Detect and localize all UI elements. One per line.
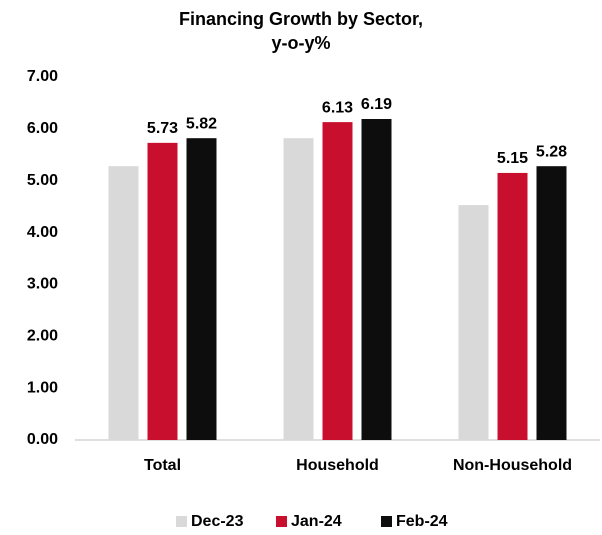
legend-label: Feb-24 bbox=[396, 513, 448, 530]
bar bbox=[497, 172, 528, 440]
x-tick-label: Household bbox=[296, 457, 379, 474]
bar bbox=[186, 138, 217, 441]
y-tick-label: 2.00 bbox=[27, 328, 58, 345]
data-label: 5.15 bbox=[497, 150, 528, 167]
legend-swatch bbox=[276, 516, 287, 527]
y-tick-label: 3.00 bbox=[27, 276, 58, 293]
legend-label: Dec-23 bbox=[191, 513, 244, 530]
chart-title: y-o-y% bbox=[271, 33, 330, 53]
data-label: 5.82 bbox=[186, 115, 217, 132]
y-tick-label: 0.00 bbox=[27, 431, 58, 448]
bar bbox=[283, 138, 314, 441]
bar bbox=[322, 122, 353, 440]
bar bbox=[361, 119, 392, 441]
data-label: 5.73 bbox=[147, 120, 178, 137]
data-label: 6.13 bbox=[322, 99, 353, 116]
bar bbox=[147, 142, 178, 440]
legend-label: Jan-24 bbox=[291, 513, 342, 530]
chart-title: Financing Growth by Sector, bbox=[179, 9, 423, 29]
y-tick-label: 4.00 bbox=[27, 224, 58, 241]
data-label: 5.28 bbox=[536, 143, 567, 160]
data-label: 6.19 bbox=[361, 96, 392, 113]
legend-swatch bbox=[381, 516, 392, 527]
y-tick-label: 7.00 bbox=[27, 68, 58, 85]
y-tick-label: 1.00 bbox=[27, 379, 58, 396]
y-tick-label: 6.00 bbox=[27, 120, 58, 137]
y-tick-label: 5.00 bbox=[27, 172, 58, 189]
x-tick-label: Non-Household bbox=[453, 457, 572, 474]
legend-swatch bbox=[176, 516, 187, 527]
bar bbox=[458, 205, 489, 440]
x-tick-label: Total bbox=[144, 457, 181, 474]
bar bbox=[108, 166, 139, 441]
bar bbox=[536, 166, 567, 441]
